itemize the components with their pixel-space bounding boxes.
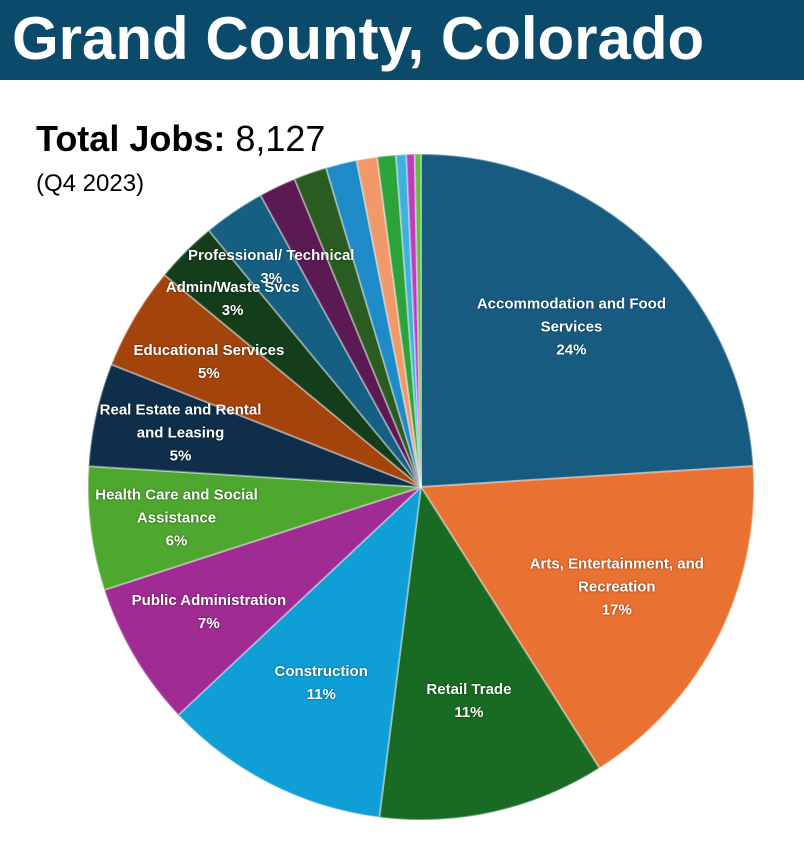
pie-slice [293,166,422,488]
value-label: 5% [198,364,220,382]
pie-slice [110,273,422,488]
total-label: Total Jobs: [36,118,226,159]
pie-slice [355,155,422,488]
pie-slice [324,159,422,488]
pie-slice [376,153,422,488]
category-label: Construction [274,662,368,680]
value-label: 24% [556,341,587,359]
pie-slice [419,465,755,770]
pie-slice [87,465,422,592]
slice-label: Accommodation and Food Services 24% [476,292,666,361]
slice-label: Real Estate and Rental and Leasing 5% [86,399,276,468]
category-label: Admin/Waste Svcs [165,278,300,296]
category-label: Educational Services [133,341,285,359]
category-label: Professional/ Technical [188,246,355,264]
category-label: Real Estate and Rental and Leasing [99,401,262,442]
category-label: Health Care and Social Assistance [95,486,258,527]
category-label: Public Administration [131,592,287,610]
value-label: 7% [198,615,220,633]
slice-label: Health Care and Social Assistance 6% [82,483,272,552]
subtitle: (Q4 2023) [36,170,145,197]
category-label: Retail Trade [426,681,512,699]
total-value: 8,127 [235,118,326,159]
pie-slice [378,484,601,821]
pie-slice [103,486,422,717]
value-label: 6% [165,532,188,550]
chart-title: Grand County, Colorado [12,5,705,72]
pie-slice [405,153,422,488]
value-label: 3% [221,301,244,319]
pie-slice [163,229,422,488]
total-jobs: Total Jobs: 8,127 [36,118,325,160]
pie-slice [394,153,422,488]
pie-slice [176,484,423,819]
value-label: 3% [260,269,283,287]
slice-label: Arts, Entertainment, and Recreation 17% [522,552,712,621]
value-label: 11% [306,685,336,703]
value-label: 5% [169,447,192,465]
pie-slice [87,363,422,488]
slice-label: Public Administration 7% [114,589,304,635]
slice-label: Construction 11% [226,660,416,706]
pie-slice [259,177,422,488]
header: Grand County, Colorado [0,0,804,80]
pie-slice [420,152,755,489]
value-label: 11% [454,704,484,722]
slice-label: Admin/Waste Svcs 3% [138,276,328,322]
slice-label: Educational Services 5% [114,339,304,385]
category-label: Accommodation and Food Services [476,295,667,336]
slice-label: Retail Trade 11% [374,678,564,724]
value-label: 17% [601,601,632,619]
slice-label: Professional/ Technical 3% [176,244,366,290]
category-label: Arts, Entertainment, and Recreation [529,555,704,596]
pie-slice [413,152,422,488]
pie-slice [207,193,422,488]
